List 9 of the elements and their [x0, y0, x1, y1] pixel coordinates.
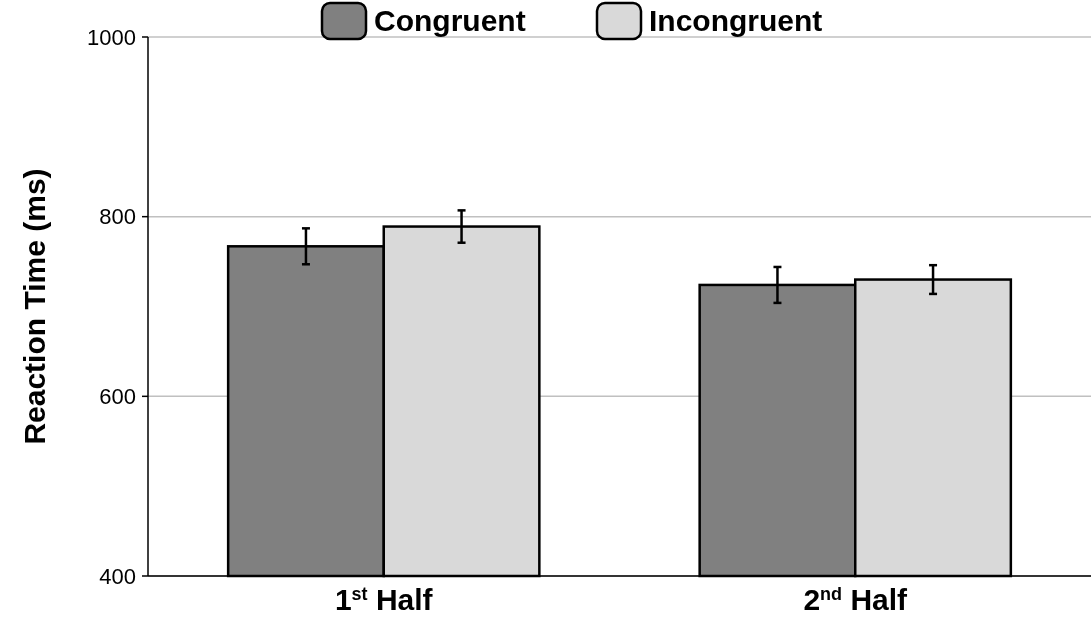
- y-tick-label: 400: [99, 563, 136, 589]
- y-tick-label: 1000: [87, 24, 136, 50]
- y-axis-title: Reaction Time (ms): [18, 168, 51, 445]
- y-tick-label: 600: [99, 384, 136, 410]
- x-tick-label: 2$^{nd}$ Half: [803, 583, 909, 616]
- x-tick-label: 1$^{st}$ Half: [334, 583, 434, 616]
- y-tick-label: 800: [99, 204, 136, 230]
- legend-label: Congruent: [374, 3, 526, 37]
- legend-label: Incongruent: [649, 3, 823, 37]
